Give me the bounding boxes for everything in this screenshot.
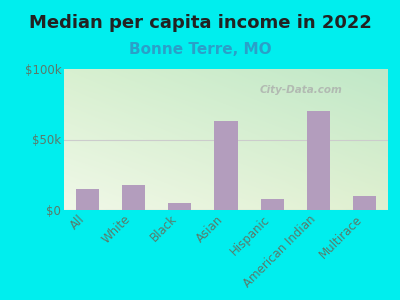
Bar: [353, 196, 376, 210]
Bar: [122, 185, 145, 210]
Bar: [76, 189, 99, 210]
Bar: [307, 111, 330, 210]
Text: City-Data.com: City-Data.com: [259, 85, 342, 95]
Text: Median per capita income in 2022: Median per capita income in 2022: [28, 14, 372, 32]
Bar: [261, 199, 284, 210]
Text: Bonne Terre, MO: Bonne Terre, MO: [129, 42, 271, 57]
Bar: [168, 203, 191, 210]
Bar: [214, 121, 238, 210]
